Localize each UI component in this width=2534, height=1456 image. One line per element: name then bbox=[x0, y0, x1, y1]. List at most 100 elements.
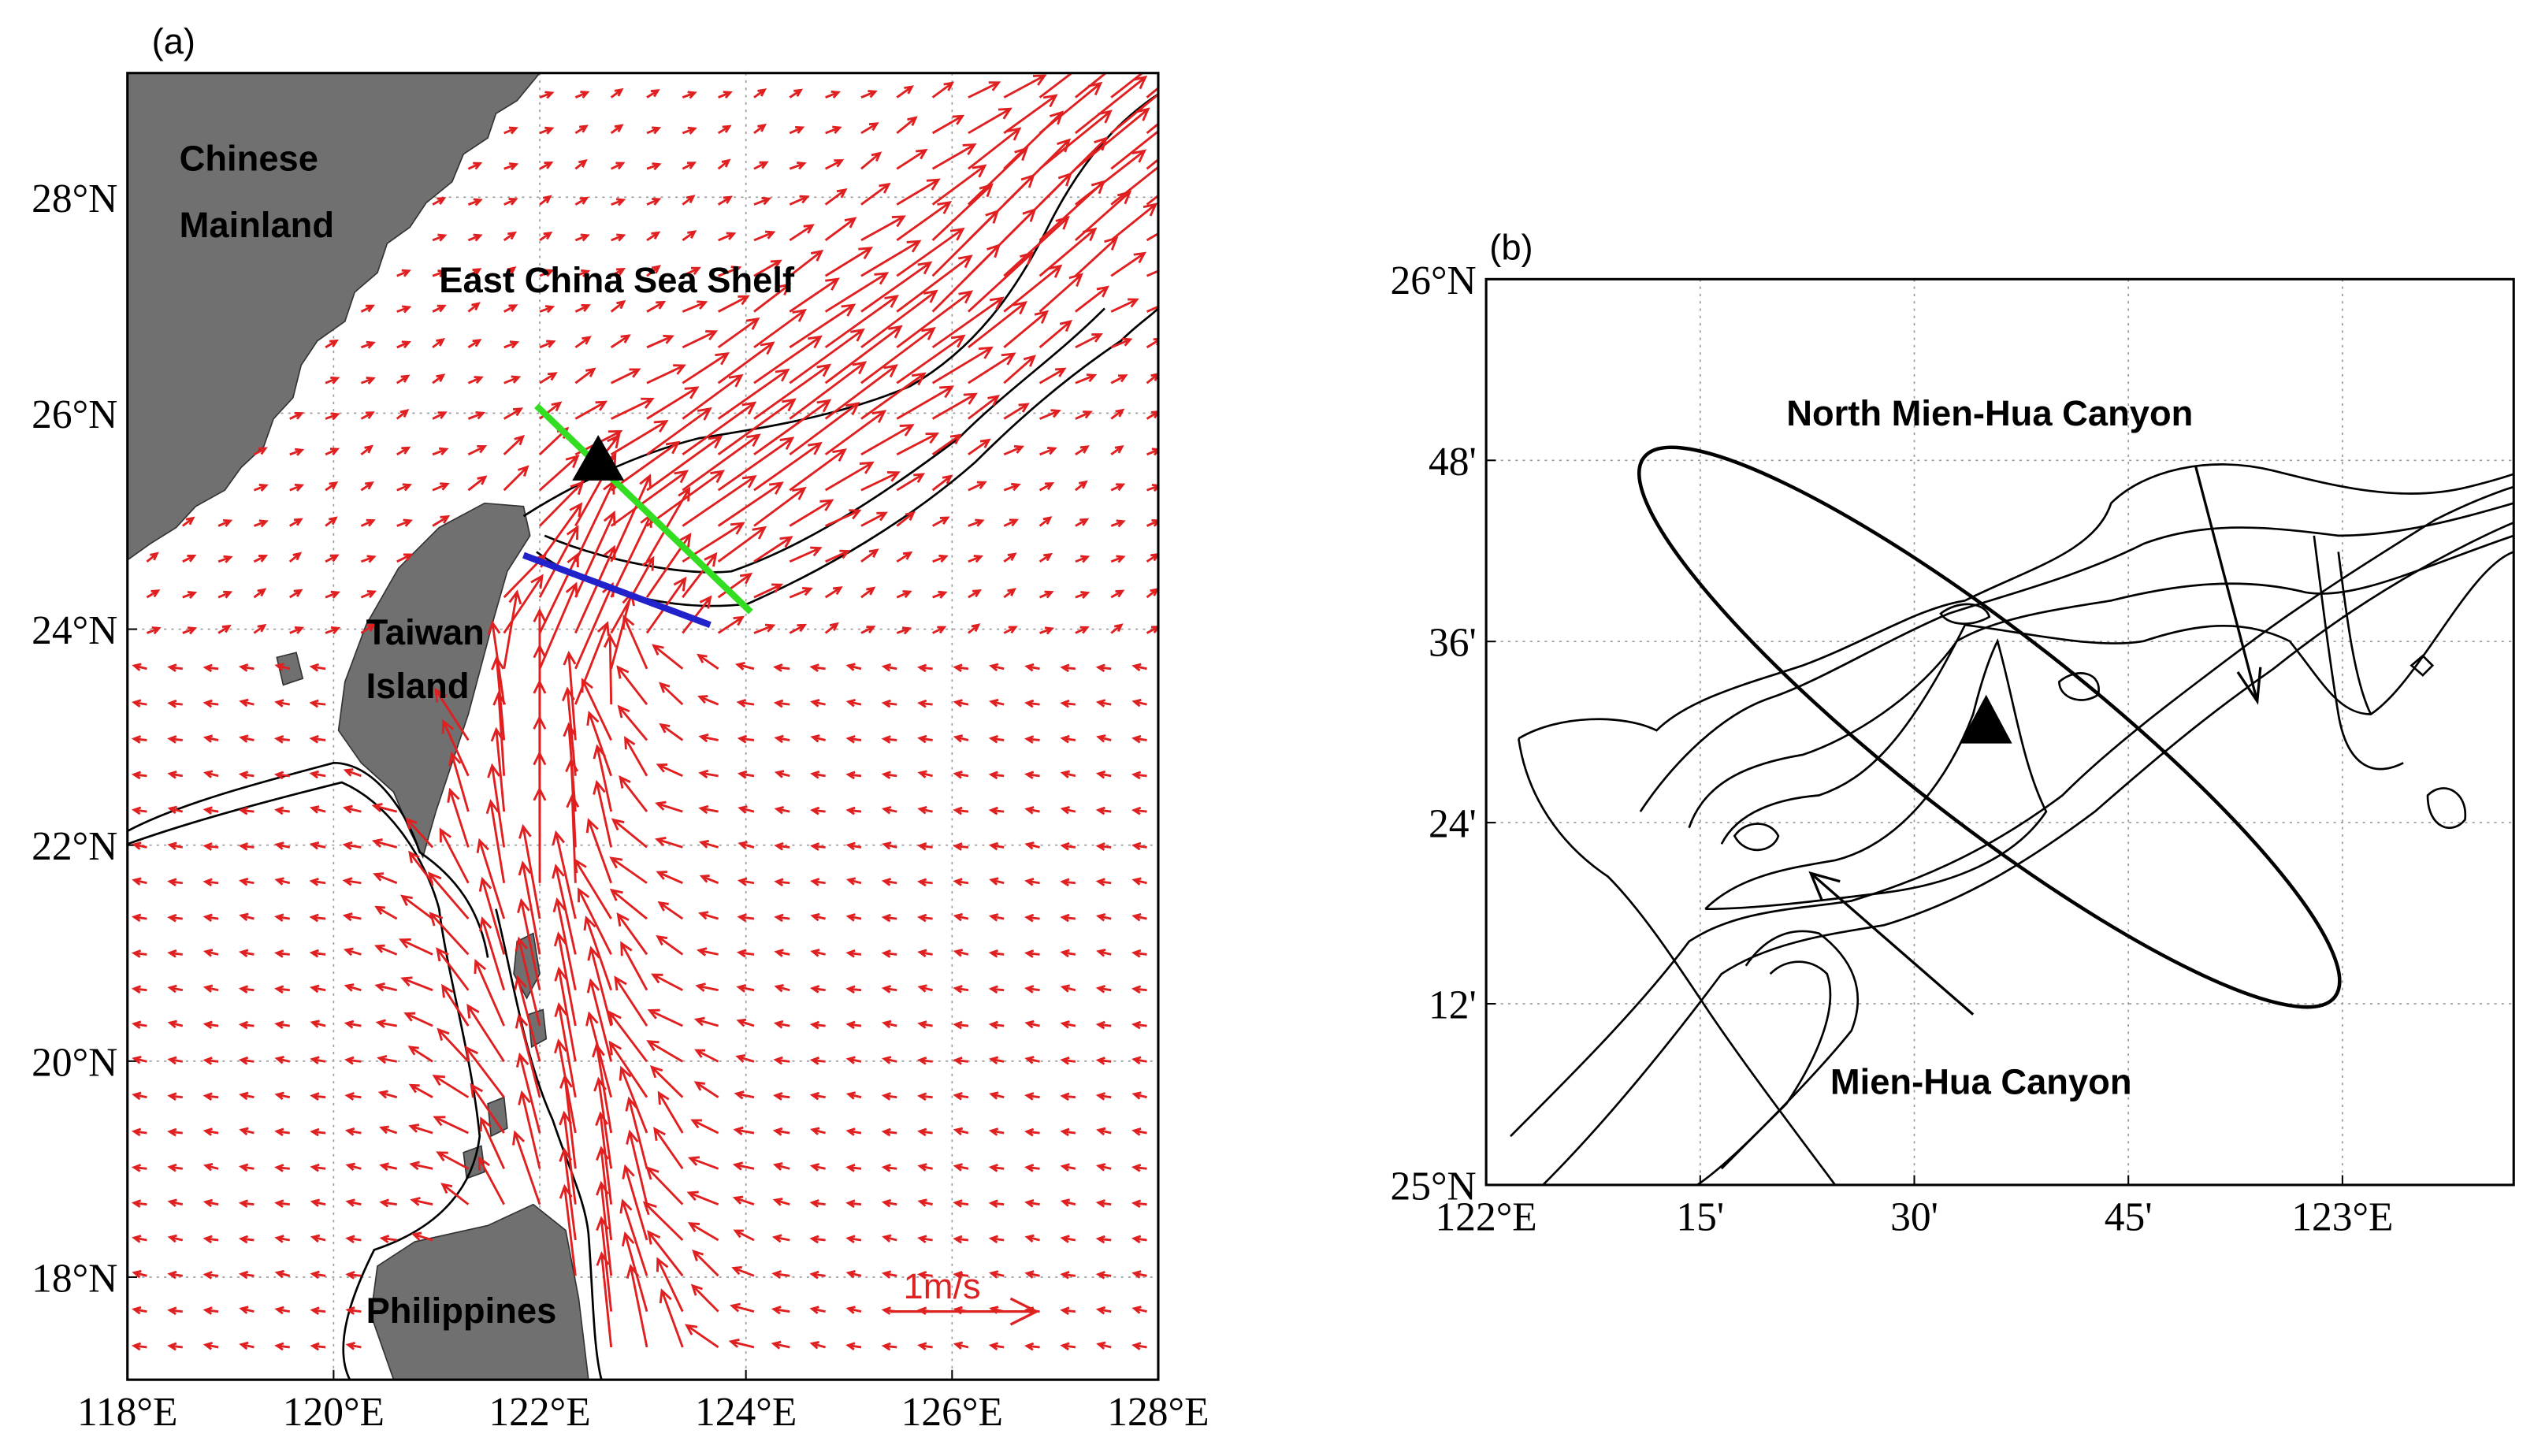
current-vector bbox=[1075, 445, 1090, 456]
current-vector bbox=[533, 786, 547, 883]
current-vector bbox=[274, 1127, 290, 1137]
current-vector bbox=[609, 856, 648, 884]
current-vector bbox=[845, 1056, 862, 1064]
current-vector bbox=[585, 818, 613, 884]
current-vector bbox=[655, 837, 683, 849]
current-vector bbox=[1131, 806, 1147, 815]
current-vector bbox=[310, 984, 326, 994]
current-vector bbox=[896, 148, 928, 170]
current-vector bbox=[989, 877, 1005, 886]
current-vector bbox=[953, 770, 969, 779]
current-vector bbox=[845, 1342, 862, 1350]
current-vector bbox=[1146, 518, 1158, 527]
current-vector bbox=[953, 806, 969, 815]
current-vector bbox=[310, 1020, 326, 1028]
current-vector bbox=[374, 905, 398, 920]
current-vector bbox=[396, 340, 411, 349]
current-vector bbox=[789, 277, 840, 313]
current-vector bbox=[717, 526, 767, 563]
current-vector bbox=[659, 682, 684, 706]
current-vector bbox=[202, 806, 219, 815]
current-vector bbox=[360, 304, 376, 313]
current-vector bbox=[809, 1306, 826, 1314]
current-vector bbox=[968, 301, 1027, 349]
current-vector bbox=[1060, 984, 1076, 993]
current-vector bbox=[344, 983, 362, 992]
current-vector bbox=[309, 734, 326, 744]
current-vector bbox=[845, 806, 862, 815]
current-vector bbox=[131, 806, 147, 815]
current-vector bbox=[202, 1127, 219, 1136]
current-vector bbox=[953, 985, 969, 994]
current-vector bbox=[1131, 771, 1147, 780]
current-vector bbox=[1060, 878, 1076, 887]
map-b bbox=[1510, 445, 2514, 1185]
current-vector bbox=[1110, 158, 1158, 206]
current-vector bbox=[988, 841, 1005, 851]
current-vector bbox=[809, 1341, 827, 1350]
current-vector bbox=[518, 860, 541, 955]
current-vector bbox=[202, 1092, 219, 1101]
current-vector bbox=[896, 590, 912, 599]
current-vector bbox=[753, 230, 776, 242]
current-vector bbox=[1060, 1127, 1076, 1137]
current-vector bbox=[845, 734, 862, 744]
current-vector bbox=[1146, 232, 1158, 242]
current-vector bbox=[931, 474, 953, 492]
current-vector bbox=[699, 875, 719, 885]
current-vector bbox=[810, 878, 826, 886]
y-tick-label: 24°N bbox=[32, 608, 117, 653]
current-vector bbox=[360, 518, 376, 527]
current-vector bbox=[682, 91, 697, 99]
isobath bbox=[1518, 463, 2514, 740]
current-vector bbox=[881, 1092, 897, 1101]
current-vector bbox=[1024, 841, 1040, 850]
current-vector bbox=[737, 913, 755, 923]
current-vector bbox=[1038, 367, 1067, 384]
current-vector bbox=[274, 1020, 290, 1030]
current-vector bbox=[896, 178, 941, 206]
station-marker bbox=[572, 435, 625, 481]
current-vector bbox=[896, 85, 914, 98]
current-vector bbox=[845, 949, 862, 958]
current-vector bbox=[771, 1234, 790, 1243]
current-vector bbox=[309, 770, 326, 779]
current-vector bbox=[737, 734, 755, 744]
current-vector bbox=[809, 806, 826, 815]
current-vector bbox=[609, 888, 648, 920]
current-vector bbox=[467, 268, 482, 277]
current-vector bbox=[845, 1199, 862, 1209]
current-vector bbox=[622, 614, 648, 670]
current-vector bbox=[587, 945, 613, 1027]
current-vector bbox=[1131, 841, 1147, 851]
current-vector bbox=[539, 340, 556, 349]
current-vector bbox=[239, 949, 255, 958]
current-vector bbox=[810, 912, 826, 922]
current-vector bbox=[737, 877, 755, 886]
current-vector bbox=[574, 124, 589, 135]
current-vector bbox=[732, 1161, 755, 1171]
current-vector bbox=[574, 400, 608, 420]
current-vector bbox=[809, 1020, 826, 1030]
current-vector bbox=[167, 699, 183, 708]
current-vector bbox=[132, 877, 147, 886]
current-vector bbox=[408, 1083, 433, 1098]
current-vector bbox=[467, 233, 483, 242]
current-vector bbox=[202, 1306, 219, 1315]
isobath bbox=[1720, 551, 2514, 845]
current-vector bbox=[682, 126, 697, 135]
current-vector bbox=[845, 1235, 862, 1244]
isobath bbox=[1542, 522, 2514, 1185]
current-vector bbox=[132, 663, 147, 671]
current-vector bbox=[698, 911, 719, 920]
current-vector bbox=[132, 1056, 147, 1064]
current-vector bbox=[309, 805, 326, 814]
current-vector bbox=[774, 841, 790, 851]
current-vector bbox=[825, 549, 851, 563]
current-vector bbox=[860, 240, 922, 277]
current-vector bbox=[753, 123, 767, 135]
current-vector bbox=[539, 231, 553, 242]
current-vector bbox=[789, 586, 813, 599]
current-vector bbox=[1024, 806, 1040, 815]
current-vector bbox=[824, 622, 839, 634]
